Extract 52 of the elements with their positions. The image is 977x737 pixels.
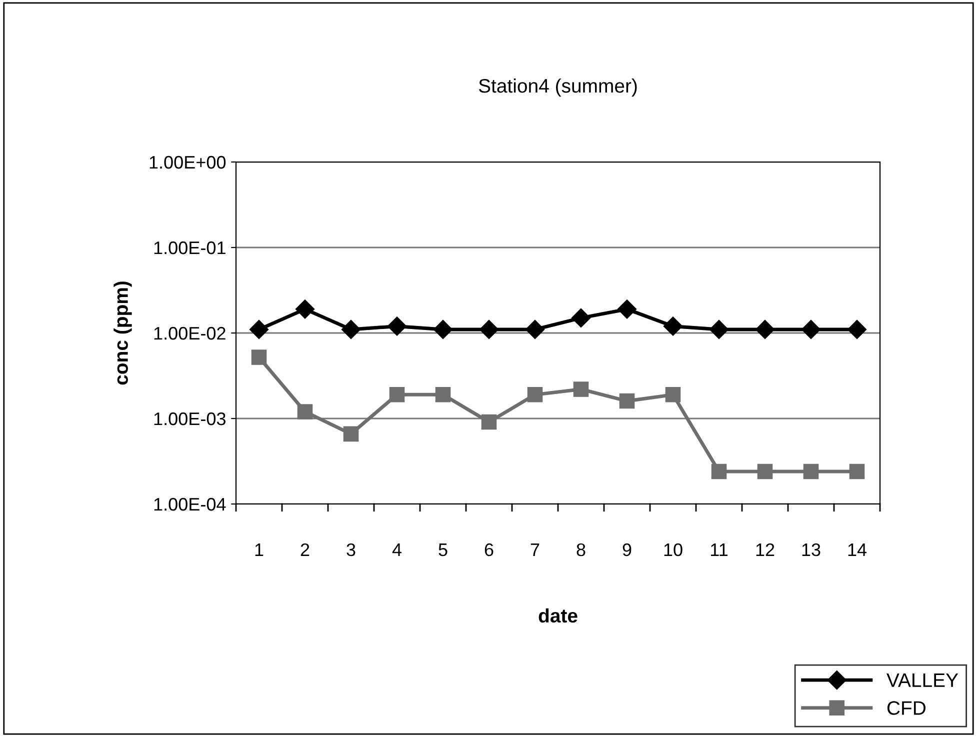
- legend-label: CFD: [887, 701, 926, 715]
- point: [755, 320, 775, 339]
- point: [573, 382, 589, 397]
- point: [711, 464, 727, 480]
- x-tick-label: 9: [622, 543, 632, 556]
- chart-title: Station4 (summer): [478, 78, 637, 97]
- x-tick-label: 6: [484, 543, 494, 556]
- x-tick-label: 3: [346, 543, 356, 556]
- point: [801, 320, 821, 339]
- x-tick-label: 14: [848, 544, 867, 556]
- point: [479, 320, 499, 339]
- point: [297, 404, 313, 420]
- x-tick-label: 13: [802, 543, 820, 556]
- point: [251, 350, 267, 365]
- x-axis-title: date: [538, 608, 578, 623]
- point: [757, 464, 773, 480]
- point: [435, 387, 451, 402]
- x-tick-label: 5: [438, 544, 448, 556]
- point: [481, 414, 497, 430]
- x-tick-label: 12: [756, 543, 774, 556]
- point: [527, 387, 543, 402]
- point: [343, 426, 359, 442]
- y-tick-label: 1.00E-02: [154, 326, 226, 340]
- x-tick-label: 4: [392, 544, 402, 556]
- y-tick-label: 1.00E-04: [154, 498, 226, 511]
- y-tick-label: 1.00E+00: [150, 156, 226, 169]
- x-tick-label: 10: [664, 543, 682, 556]
- x-tick-label: 1: [255, 544, 264, 556]
- x-tick-label: 11: [711, 544, 728, 556]
- x-tick-label: 7: [530, 544, 540, 556]
- point: [663, 316, 683, 336]
- point: [665, 387, 681, 402]
- point: [341, 320, 361, 339]
- y-axis-title: conc (ppm): [114, 282, 132, 385]
- point: [803, 464, 819, 480]
- point: [617, 300, 637, 319]
- point: [387, 316, 407, 336]
- point: [249, 320, 269, 339]
- point: [849, 464, 865, 480]
- legend-label: VALLEY: [886, 674, 958, 687]
- x-tick-label: 2: [300, 543, 310, 556]
- y-tick-label: 1.00E-01: [154, 241, 226, 254]
- point: [571, 308, 591, 328]
- point: [433, 320, 453, 339]
- point: [709, 320, 729, 339]
- point: [389, 387, 405, 402]
- point: [295, 300, 315, 319]
- point: [525, 320, 545, 339]
- y-tick-label: 1.00E-03: [154, 412, 226, 426]
- point: [619, 393, 635, 409]
- x-tick-label: 8: [576, 543, 586, 556]
- point: [847, 320, 867, 339]
